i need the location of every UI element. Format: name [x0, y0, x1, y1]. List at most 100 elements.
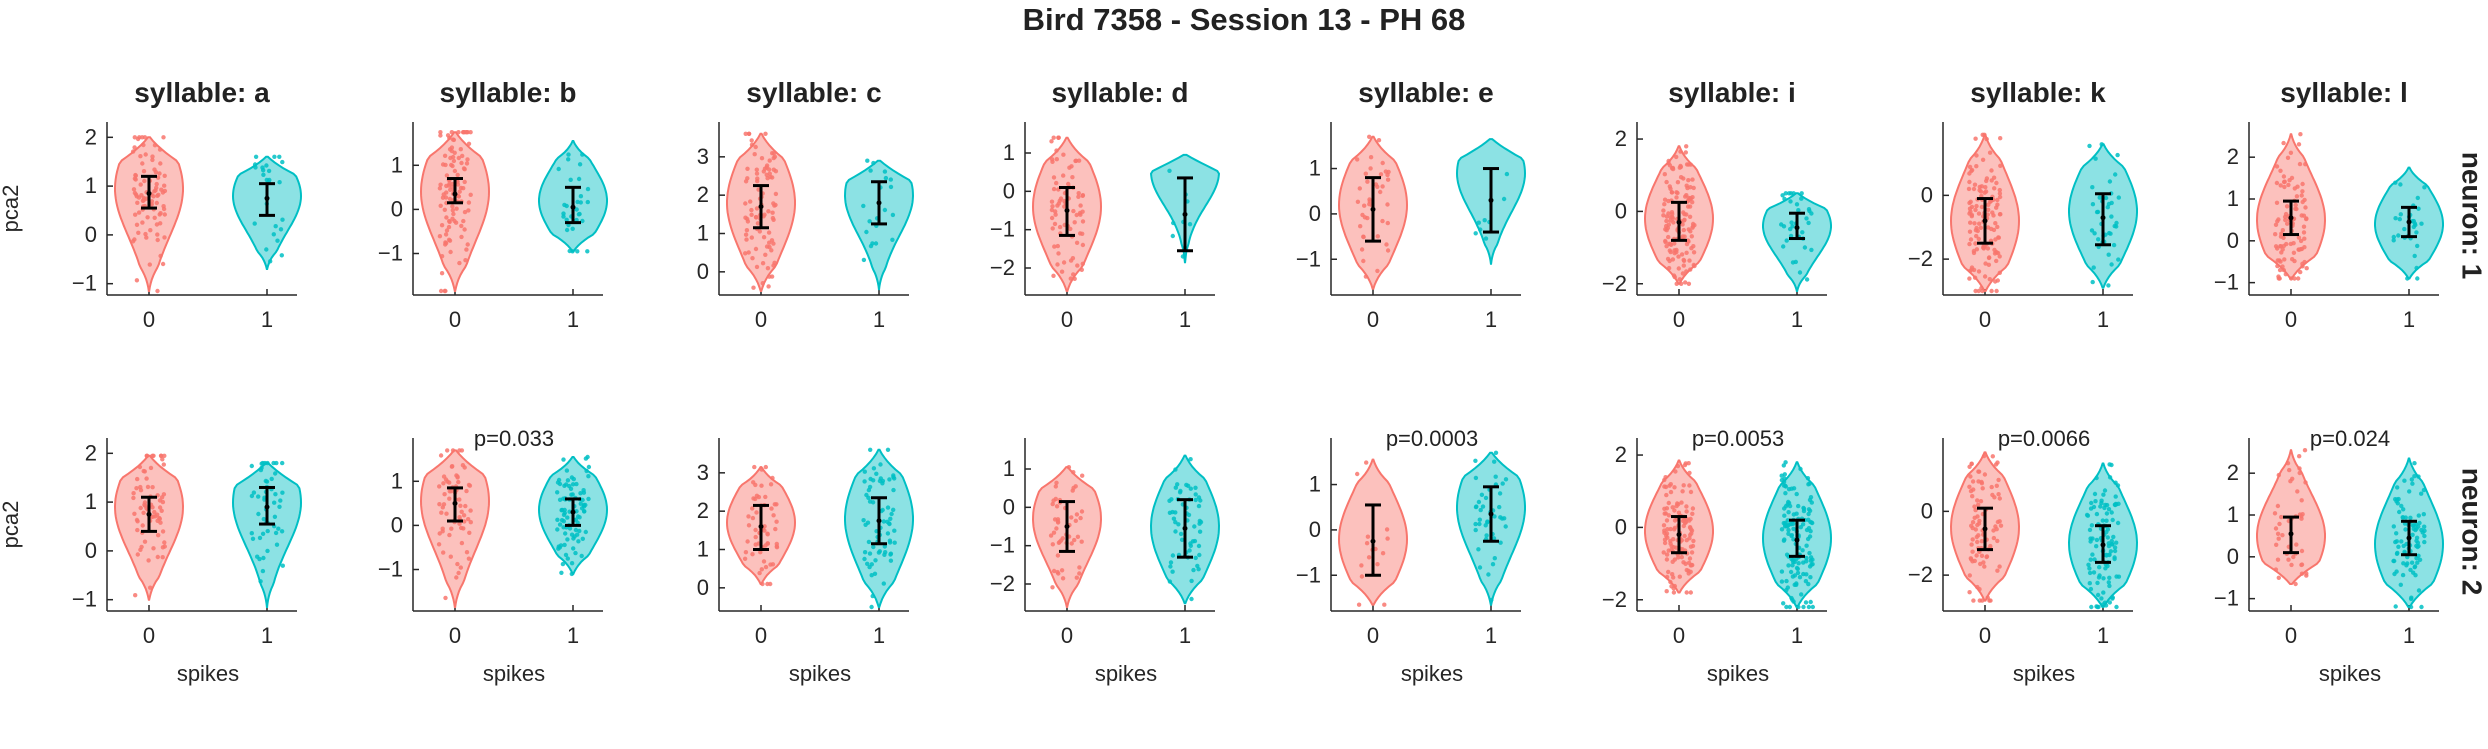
data-point-spikes-0: [1972, 515, 1977, 520]
data-point-spikes-0: [1055, 517, 1061, 522]
data-point-spikes-1: [2413, 573, 2418, 578]
data-point-spikes-1: [555, 490, 560, 495]
data-point-spikes-0: [446, 224, 452, 230]
data-point-spikes-0: [1684, 567, 1690, 573]
data-point-spikes-1: [861, 257, 867, 263]
data-point-spikes-1: [570, 249, 575, 254]
y-tick-label: −1: [72, 271, 97, 296]
x-tick-label: 0: [143, 623, 155, 648]
data-point-spikes-0: [1077, 571, 1082, 576]
data-point-spikes-1: [2114, 574, 2119, 579]
data-point-spikes-0: [2279, 231, 2284, 236]
data-point-spikes-0: [1673, 469, 1678, 474]
data-point-spikes-0: [1674, 281, 1679, 286]
data-point-spikes-1: [2087, 143, 2092, 149]
data-point-spikes-0: [133, 212, 138, 217]
data-point-spikes-0: [439, 223, 445, 228]
data-point-spikes-1: [1807, 550, 1812, 556]
data-point-spikes-1: [2409, 560, 2415, 565]
data-point-spikes-1: [1193, 485, 1198, 490]
data-point-spikes-1: [869, 573, 874, 578]
data-point-spikes-1: [2112, 545, 2118, 550]
data-point-spikes-0: [2294, 194, 2300, 199]
data-point-spikes-1: [2109, 510, 2114, 515]
data-point-spikes-0: [1976, 236, 1982, 242]
data-point-spikes-0: [752, 464, 757, 470]
data-point-spikes-1: [569, 571, 574, 577]
data-point-spikes-0: [769, 506, 774, 511]
data-point-spikes-0: [134, 486, 139, 491]
data-point-spikes-1: [280, 490, 285, 495]
data-point-spikes-0: [1051, 186, 1057, 192]
y-tick-label: −1: [990, 217, 1015, 242]
data-point-spikes-0: [766, 167, 772, 172]
data-point-spikes-0: [1057, 224, 1063, 230]
data-point-spikes-0: [754, 215, 759, 220]
data-point-spikes-1: [568, 486, 574, 491]
data-point-spikes-1: [1801, 506, 1807, 511]
data-point-spikes-0: [1690, 177, 1695, 182]
data-point-spikes-0: [1969, 267, 1974, 272]
data-point-spikes-0: [1078, 515, 1083, 521]
data-point-spikes-1: [1189, 578, 1194, 584]
data-point-spikes-0: [762, 166, 768, 171]
data-point-spikes-0: [1378, 189, 1383, 195]
data-point-spikes-1: [277, 180, 282, 185]
data-point-spikes-0: [760, 261, 766, 266]
data-point-spikes-0: [2288, 479, 2293, 484]
data-point-spikes-0: [468, 192, 473, 197]
data-point-spikes-1: [259, 461, 264, 466]
mean-marker: [2288, 215, 2294, 221]
data-point-spikes-1: [2106, 541, 2111, 546]
data-point-spikes-1: [2091, 570, 2097, 575]
mean-marker: [2288, 531, 2294, 537]
data-point-spikes-1: [2098, 504, 2103, 509]
data-point-spikes-1: [264, 247, 269, 252]
data-point-spikes-1: [1796, 604, 1801, 610]
data-point-spikes-0: [1970, 479, 1976, 484]
data-point-spikes-0: [1355, 471, 1360, 477]
data-point-spikes-1: [1492, 556, 1498, 561]
data-point-spikes-1: [2087, 566, 2092, 571]
data-point-spikes-1: [1787, 191, 1792, 196]
data-point-spikes-0: [446, 183, 452, 188]
data-point-spikes-1: [280, 460, 285, 466]
data-point-spikes-0: [134, 194, 139, 199]
data-point-spikes-0: [2286, 182, 2291, 188]
data-point-spikes-1: [1781, 538, 1787, 543]
y-tick-label: 0: [1309, 201, 1321, 226]
data-point-spikes-0: [2291, 250, 2297, 255]
data-point-spikes-0: [1981, 243, 1987, 248]
data-point-spikes-0: [1974, 153, 1979, 158]
data-point-spikes-1: [1788, 199, 1793, 204]
data-point-spikes-1: [557, 497, 563, 502]
data-point-spikes-0: [442, 288, 447, 294]
data-point-spikes-0: [158, 221, 163, 226]
data-point-spikes-1: [2089, 604, 2094, 610]
data-point-spikes-0: [1688, 569, 1693, 574]
data-point-spikes-1: [2393, 539, 2398, 545]
data-point-spikes-0: [1671, 575, 1676, 580]
data-point-spikes-1: [1184, 482, 1189, 488]
data-point-spikes-0: [448, 155, 453, 161]
data-point-spikes-0: [770, 562, 776, 567]
data-point-spikes-0: [1972, 504, 1977, 509]
data-point-spikes-0: [1989, 484, 1994, 490]
data-point-spikes-1: [871, 160, 876, 166]
data-point-spikes-0: [1982, 190, 1987, 195]
data-point-spikes-0: [1686, 560, 1692, 565]
data-point-spikes-1: [1779, 473, 1784, 478]
data-point-spikes-0: [1662, 197, 1668, 202]
data-point-spikes-1: [877, 549, 882, 554]
data-point-spikes-0: [142, 178, 147, 184]
data-point-spikes-1: [1169, 497, 1174, 502]
data-point-spikes-0: [160, 529, 166, 534]
data-point-spikes-1: [2106, 283, 2111, 288]
data-point-spikes-0: [2299, 498, 2304, 503]
data-point-spikes-1: [1170, 569, 1175, 574]
data-point-spikes-0: [1980, 132, 1985, 137]
data-point-spikes-0: [1050, 542, 1056, 547]
data-point-spikes-1: [2422, 539, 2427, 545]
data-point-spikes-1: [1792, 573, 1798, 578]
